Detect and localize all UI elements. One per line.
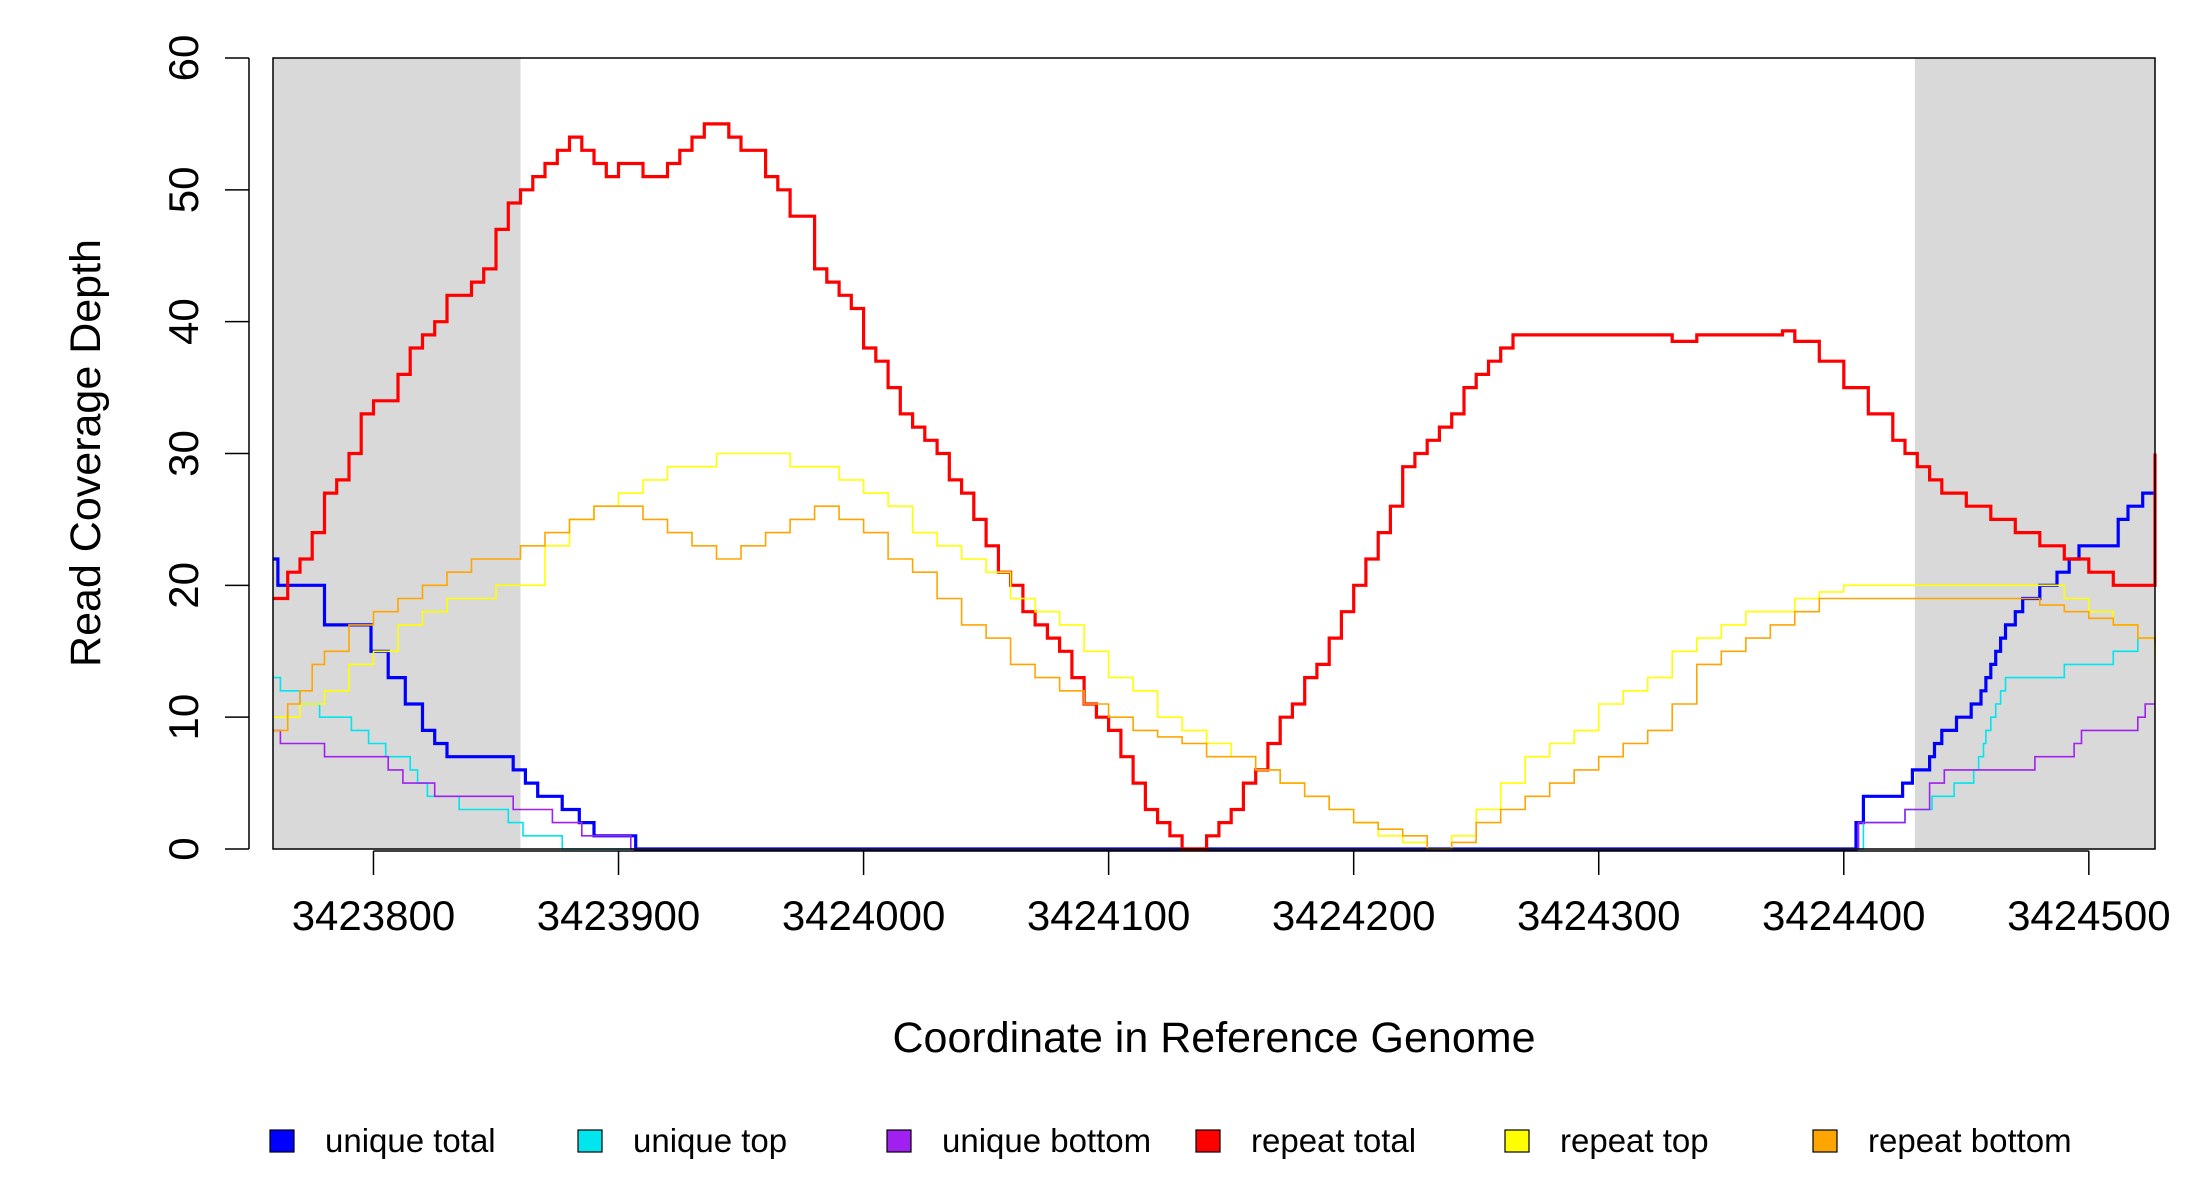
- series-line-unique-bottom: [273, 703, 2155, 850]
- y-tick-label: 10: [160, 694, 207, 741]
- legend-item-unique-top: unique top: [577, 1122, 787, 1159]
- legend-label: unique top: [633, 1122, 787, 1159]
- legend-label: repeat top: [1560, 1122, 1709, 1159]
- series-line-repeat-total: [273, 122, 2157, 851]
- legend-item-repeat-bottom: repeat bottom: [1812, 1122, 2072, 1159]
- series-line-unique-total: [273, 491, 2155, 851]
- series-line-repeat-bottom: [273, 505, 2156, 850]
- legend-item-repeat-top: repeat top: [1504, 1122, 1709, 1159]
- y-tick-label: 50: [160, 166, 207, 213]
- x-tick-label: 3424300: [1517, 892, 1681, 939]
- y-tick-label: 40: [160, 298, 207, 345]
- x-axis: 3423800 3423900 3424000 3424100 3424200 34243…: [292, 850, 2171, 939]
- legend-swatch: [1195, 1129, 1221, 1153]
- x-tick-label: 3424500: [2007, 892, 2171, 939]
- series-lines: [273, 122, 2157, 851]
- series-line-repeat-top: [273, 452, 2156, 850]
- legend-item-unique-total: unique total: [269, 1122, 496, 1159]
- legend-swatch: [1504, 1129, 1530, 1153]
- shaded-region-0: [273, 58, 521, 849]
- shaded-region-1: [1914, 58, 2155, 849]
- legend-item-repeat-total: repeat total: [1195, 1122, 1416, 1159]
- legend-swatch: [577, 1129, 603, 1153]
- legend-swatch: [886, 1129, 912, 1153]
- legend-label: repeat total: [1251, 1122, 1416, 1159]
- y-tick-label: 60: [160, 35, 207, 82]
- x-tick-label: 3424200: [1272, 892, 1436, 939]
- y-tick-label: 30: [160, 430, 207, 477]
- legend-swatch: [269, 1129, 295, 1153]
- legend-label: repeat bottom: [1868, 1122, 2072, 1159]
- plot-frame: [272, 57, 2156, 850]
- y-axis: 0 10 20 30 40 50 60: [160, 35, 250, 861]
- legend-label: unique total: [325, 1122, 496, 1159]
- y-tick-label: 0: [160, 837, 207, 860]
- x-tick-label: 3424100: [1027, 892, 1191, 939]
- x-axis-label: Coordinate in Reference Genome: [893, 1014, 1536, 1062]
- x-tick-label: 3424000: [782, 892, 946, 939]
- legend-swatch: [1812, 1129, 1838, 1153]
- x-tick-label: 3424400: [1762, 892, 1926, 939]
- legend-item-unique-bottom: unique bottom: [886, 1122, 1151, 1159]
- legend-label: unique bottom: [942, 1122, 1151, 1159]
- legend: unique total unique top unique bottom repea…: [269, 1122, 2072, 1159]
- shaded-regions: [273, 58, 2155, 849]
- x-tick-label: 3423900: [537, 892, 701, 939]
- x-tick-label: 3423800: [292, 892, 456, 939]
- y-tick-label: 20: [160, 562, 207, 609]
- y-axis-label: Read Coverage Depth: [62, 239, 110, 667]
